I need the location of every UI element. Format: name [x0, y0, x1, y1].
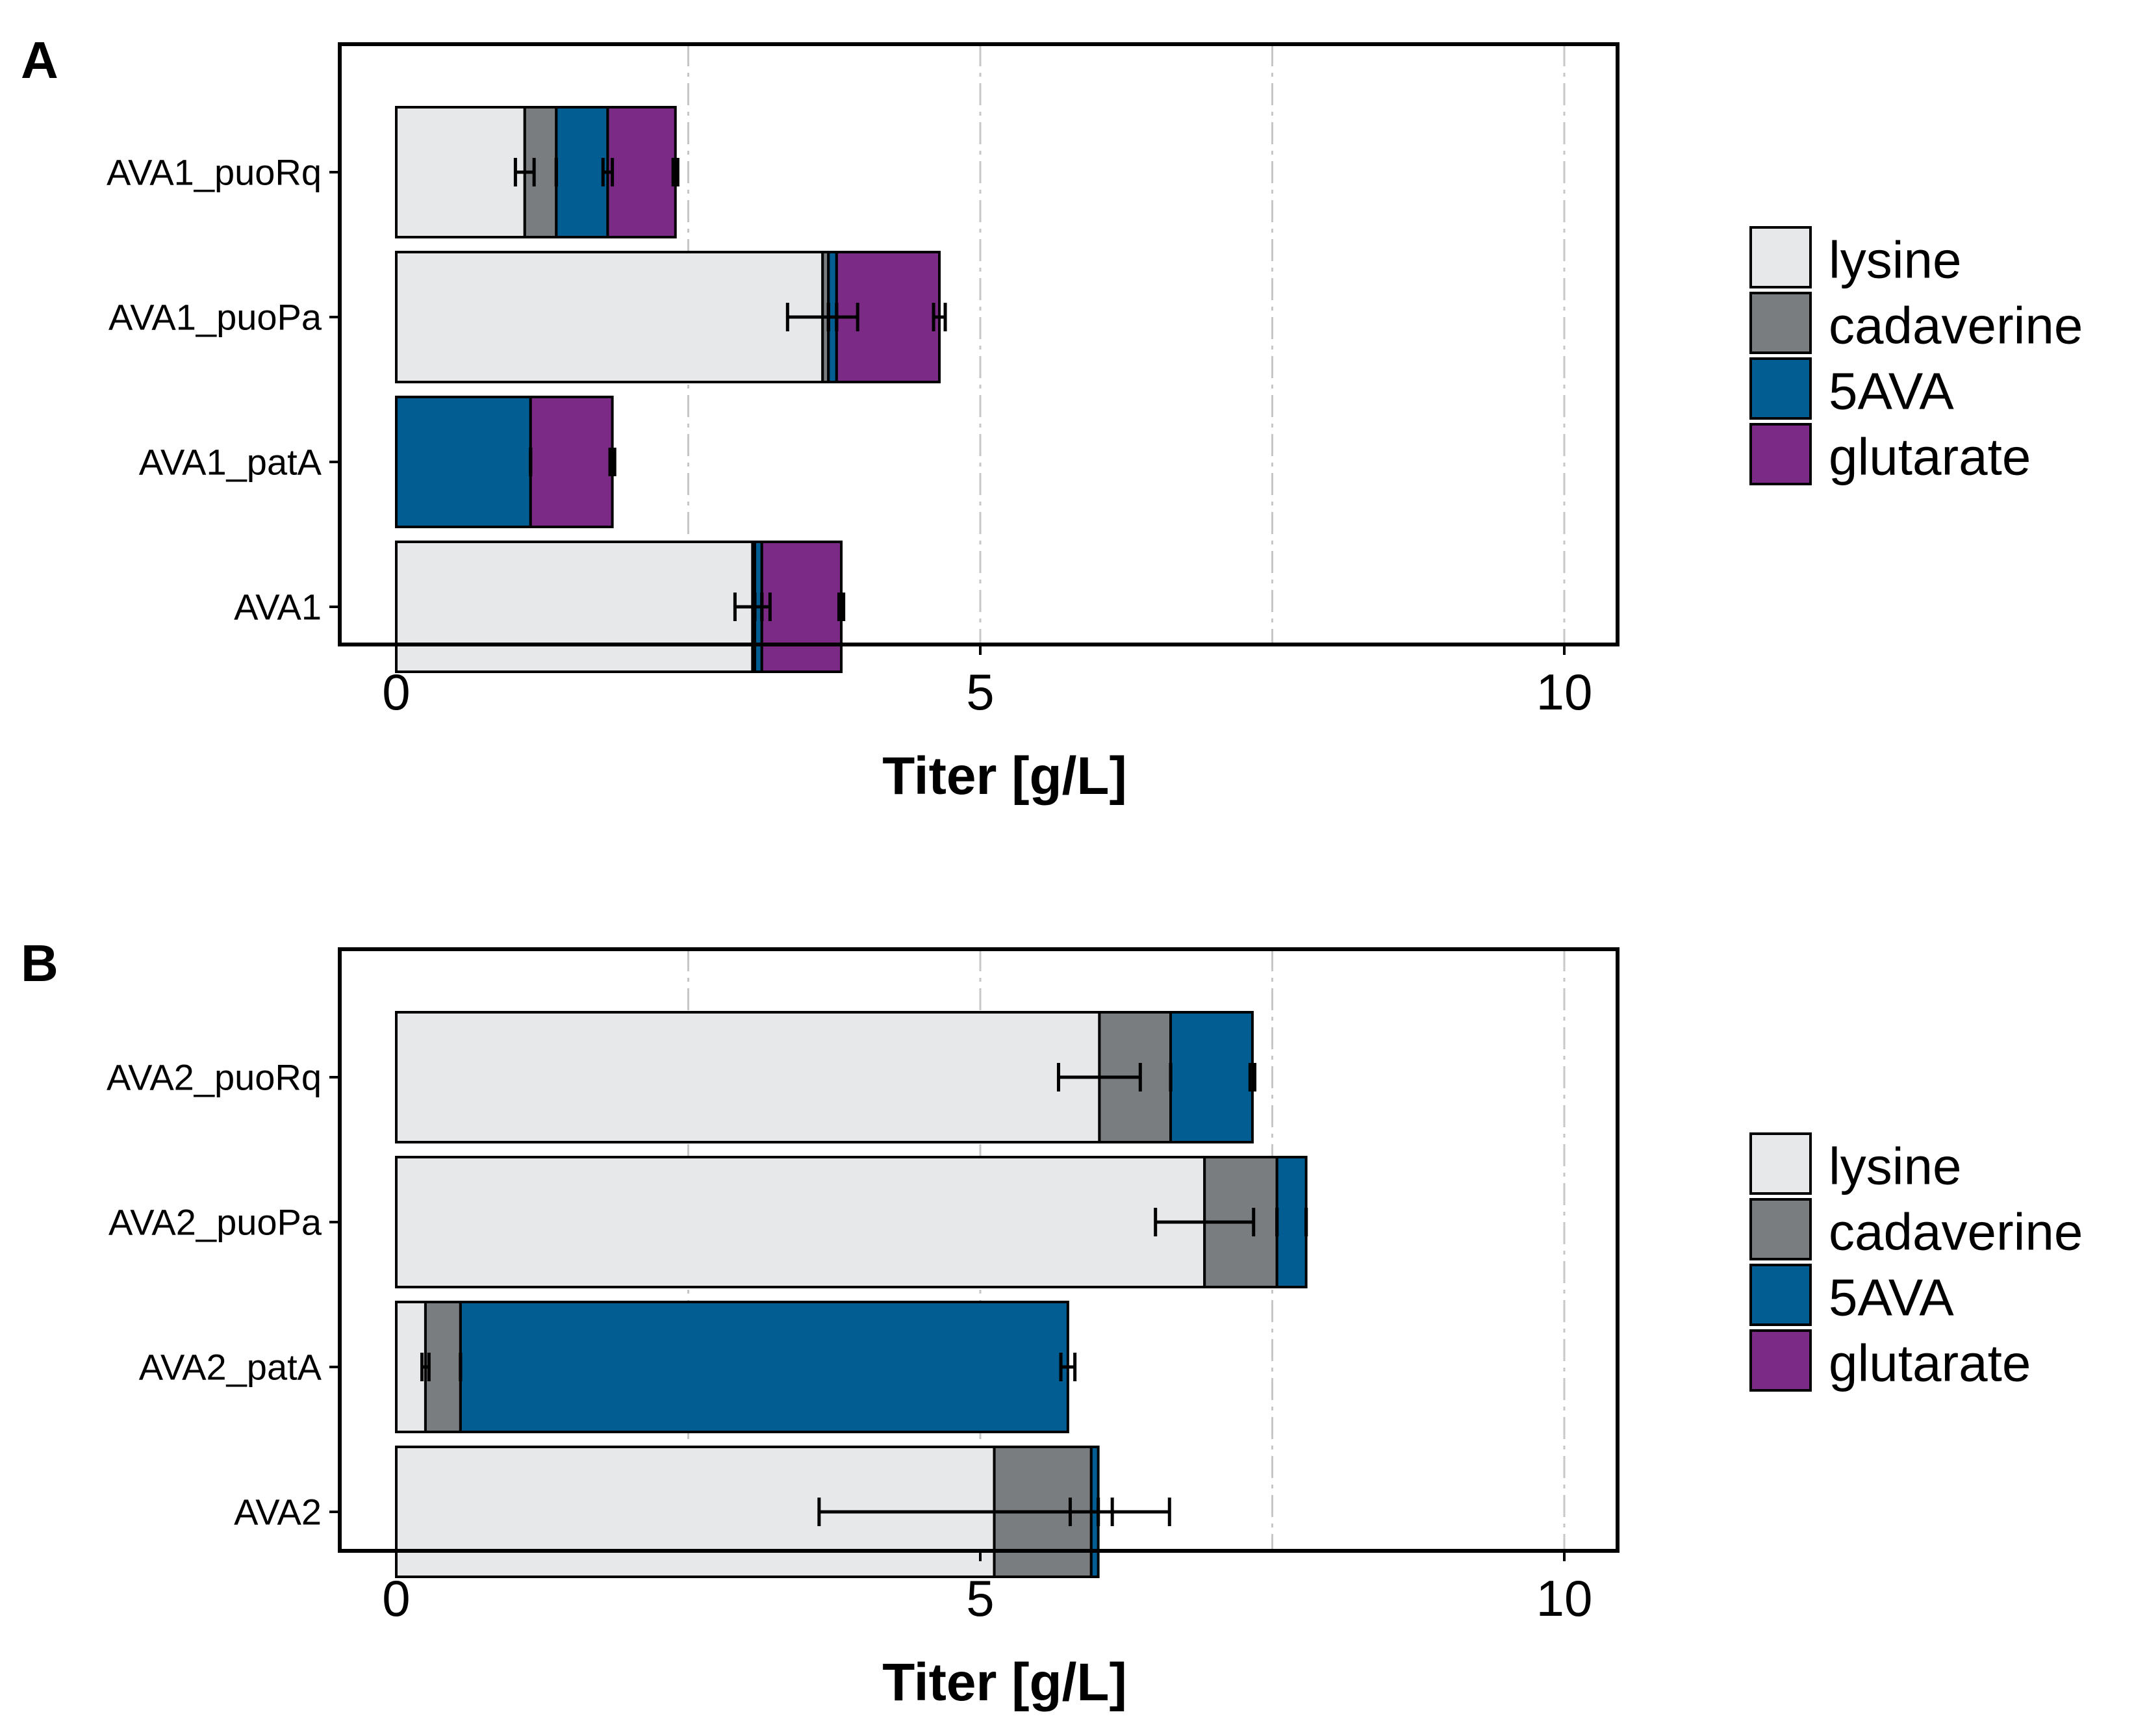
- y-tick-label: AVA1_puoPa: [108, 297, 322, 338]
- legend-item: glutarate: [1749, 1329, 2031, 1392]
- bar-group: [395, 1446, 1171, 1578]
- bar-glutarate: [760, 541, 843, 673]
- error-bar: [932, 303, 947, 331]
- bar-5ava: [1275, 1156, 1308, 1288]
- bar-glutarate: [529, 396, 614, 528]
- legend-swatch: [1749, 1264, 1812, 1326]
- legend-swatch: [1749, 423, 1812, 485]
- bar-5ava: [555, 106, 609, 238]
- error-bar: [1068, 1498, 1114, 1526]
- x-tick-label: 10: [1536, 1570, 1593, 1627]
- panels: A AVA1_puoRq AVA1_puoPa AVA1_patA AVA1 0 5 10 Ti…: [21, 31, 2083, 1712]
- error-bar: [513, 158, 536, 186]
- panel-b: B AVA2_puoRq AVA2_puoPa AVA2_patA AVA2 0 5 10 Ti…: [21, 934, 2083, 1712]
- y-tick-label: AVA2_puoRq: [107, 1057, 322, 1098]
- x-tick-label: 5: [966, 663, 994, 721]
- legend-item: cadaverine: [1749, 1198, 2083, 1261]
- y-tick-label: AVA1_patA: [139, 442, 322, 483]
- bar-cadaverine: [424, 1301, 462, 1433]
- x-axis-label: Titer [g/L]: [882, 747, 1127, 806]
- legend-item: 5AVA: [1749, 357, 1954, 420]
- x-tick-label: 0: [382, 1570, 410, 1627]
- bar-5ava: [1169, 1011, 1254, 1143]
- y-tick-label: AVA2: [234, 1492, 322, 1533]
- legend-swatch: [1749, 1132, 1812, 1195]
- legend-label: 5AVA: [1829, 363, 1954, 420]
- error-bar: [671, 158, 680, 186]
- bar-group: [395, 1301, 1077, 1433]
- bar-5ava: [459, 1301, 1069, 1433]
- error-bar: [420, 1353, 431, 1381]
- error-bar: [1056, 1063, 1142, 1091]
- error-bar: [837, 593, 846, 621]
- bar-group: [395, 541, 846, 673]
- x-tick-label: 0: [382, 663, 410, 721]
- bar-glutarate: [606, 106, 677, 238]
- panel-a: A AVA1_puoRq AVA1_puoPa AVA1_patA AVA1 0 5 10 Ti…: [21, 31, 2083, 806]
- bar-lysine: [395, 251, 824, 383]
- legend-label: glutarate: [1829, 428, 2031, 486]
- plot-frame: [338, 947, 1620, 1553]
- bar-group: [395, 396, 616, 528]
- bar-group: [395, 251, 947, 383]
- bar-group: [395, 1011, 1257, 1143]
- legend-label: glutarate: [1829, 1334, 2031, 1392]
- bar-5ava: [395, 396, 532, 528]
- legend-item: lysine: [1749, 1132, 1962, 1195]
- error-bar: [608, 448, 616, 476]
- legend-label: lysine: [1829, 1138, 1962, 1195]
- panel-letter: A: [21, 31, 58, 89]
- legend-swatch: [1749, 1198, 1812, 1260]
- legend-swatch: [1749, 292, 1812, 354]
- x-axis-label: Titer [g/L]: [882, 1653, 1127, 1712]
- legend-swatch: [1749, 226, 1812, 288]
- legend-swatch: [1749, 357, 1812, 420]
- error-bar: [785, 303, 859, 331]
- bar-lysine: [395, 1011, 1101, 1143]
- plot-frame: [338, 42, 1620, 646]
- error-bar: [1248, 1063, 1257, 1091]
- y-tick-label: AVA1: [234, 587, 322, 628]
- bar-lysine: [395, 1156, 1206, 1288]
- legend-item: lysine: [1749, 226, 1962, 289]
- panel-letter: B: [21, 934, 58, 992]
- bar-lysine: [395, 106, 526, 238]
- legend-swatch: [1749, 1329, 1812, 1392]
- error-bar: [733, 593, 772, 621]
- bar-group: [395, 106, 680, 238]
- legend-item: glutarate: [1749, 423, 2031, 486]
- y-tick-label: AVA1_puoRq: [107, 152, 322, 193]
- legend: lysine cadaverine 5AVA glutarate: [1749, 226, 2083, 486]
- x-tick-label: 10: [1536, 663, 1593, 721]
- error-bar: [1154, 1208, 1256, 1236]
- legend-item: 5AVA: [1749, 1264, 1954, 1327]
- y-tick-label: AVA2_patA: [139, 1347, 322, 1388]
- bar-group: [395, 1156, 1308, 1288]
- error-bar: [1059, 1353, 1077, 1381]
- legend-label: cadaverine: [1829, 297, 2083, 355]
- legend-label: lysine: [1829, 231, 1962, 289]
- y-tick-label: AVA2_puoPa: [108, 1202, 322, 1243]
- x-tick-label: 5: [966, 1570, 994, 1627]
- legend-label: cadaverine: [1829, 1203, 2083, 1261]
- legend-label: 5AVA: [1829, 1269, 1954, 1327]
- error-bar: [601, 158, 615, 186]
- legend-item: cadaverine: [1749, 292, 2083, 355]
- bar-lysine: [395, 541, 754, 673]
- legend: lysine cadaverine 5AVA glutarate: [1749, 1132, 2083, 1392]
